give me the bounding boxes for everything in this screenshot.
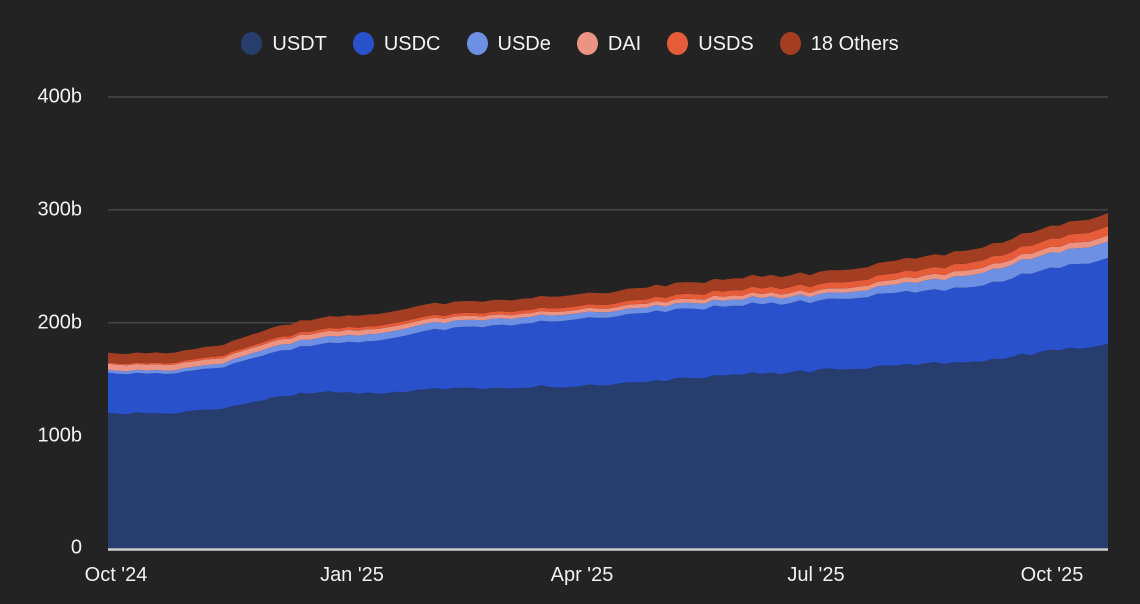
legend: USDT USDC USDe DAI USDS 18 Others <box>0 32 1140 55</box>
legend-item-label: USDS <box>698 32 754 55</box>
legend-item-usdt[interactable]: USDT <box>241 32 327 55</box>
y-axis-tick-label: 200b <box>37 311 83 334</box>
legend-dot-icon <box>667 32 689 55</box>
x-axis-tick-label: Jul '25 <box>787 564 845 586</box>
legend-item-label: USDe <box>497 32 551 55</box>
legend-dot-icon <box>779 32 801 55</box>
y-axis-tick-label: 400b <box>37 85 83 108</box>
legend-item-usdc[interactable]: USDC <box>352 32 441 55</box>
legend-item-usds[interactable]: USDS <box>667 32 754 55</box>
x-axis-tick-label: Jan '25 <box>320 564 384 586</box>
y-axis-tick-label: 100b <box>37 424 83 447</box>
legend-item-dai[interactable]: DAI <box>576 32 642 55</box>
y-axis-tick-label: 0 <box>70 536 82 559</box>
x-axis-tick-label: Oct '25 <box>1020 564 1084 586</box>
legend-dot-icon <box>466 32 488 55</box>
legend-item-label: USDC <box>383 32 441 55</box>
legend-item-label: DAI <box>607 32 642 55</box>
legend-item-18-others[interactable]: 18 Others <box>779 32 899 55</box>
legend-dot-icon <box>576 32 598 55</box>
x-axis-tick-label: Oct '24 <box>84 564 148 586</box>
legend-dot-icon <box>241 32 263 55</box>
legend-item-label: 18 Others <box>810 32 899 55</box>
y-axis-tick-label: 300b <box>37 198 83 221</box>
legend-item-usde[interactable]: USDe <box>466 32 551 55</box>
x-axis-tick-label: Apr '25 <box>550 564 614 586</box>
legend-dot-icon <box>352 32 374 55</box>
legend-item-label: USDT <box>272 32 327 55</box>
